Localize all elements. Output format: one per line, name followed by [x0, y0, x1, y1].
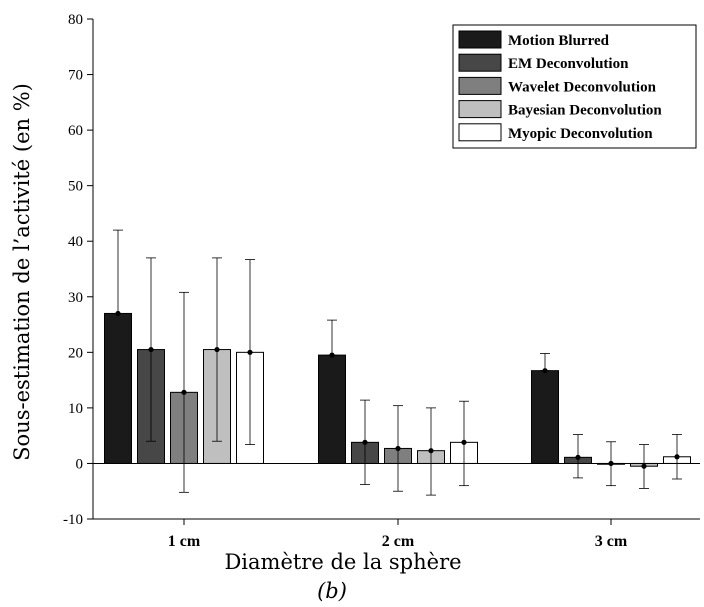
y-tick-label: 30 [68, 290, 83, 306]
y-axis-title: Sous-estimation de l’activité (en %) [10, 83, 34, 461]
mean-marker [214, 346, 220, 353]
legend-swatch [458, 76, 502, 95]
y-tick-label: 70 [68, 68, 83, 84]
legend-label: Myopic Deconvolution [508, 126, 653, 142]
mean-marker [674, 454, 680, 460]
y-tick-label: 60 [68, 123, 83, 139]
axes-layer: -10 0 10 20 30 40 50 60 70 80 1 cm 2 cm 3 cm [63, 12, 700, 550]
bar-motion-blurred-0 [104, 312, 132, 464]
mean-marker [575, 454, 581, 460]
y-tick-label: 40 [68, 234, 83, 250]
y-tick-label: 50 [68, 179, 83, 195]
mean-marker [461, 439, 467, 445]
x-tick-label: 1 cm [168, 533, 201, 550]
legend-label: Bayesian Deconvolution [508, 103, 662, 119]
error-bars-layer [113, 229, 682, 496]
y-tick-label: 80 [68, 12, 83, 28]
mean-marker [641, 463, 647, 469]
bars-layer [104, 312, 691, 467]
bar-motion-blurred-2 [531, 370, 559, 464]
mean-marker [115, 310, 121, 317]
mean-marker [181, 389, 187, 395]
mean-marker [428, 448, 434, 454]
mean-marker [395, 445, 401, 452]
y-tick-label: -10 [63, 512, 83, 528]
legend-label: EM Deconvolution [508, 56, 629, 72]
legend: Motion Blurred EM Deconvolution Wavelet De… [452, 24, 697, 149]
mean-marker [542, 368, 548, 374]
figure-caption: (b) [317, 579, 347, 603]
legend-label: Motion Blurred [508, 33, 610, 49]
mean-marker [362, 439, 368, 445]
bar-motion-blurred-1 [318, 354, 346, 464]
legend-label: Wavelet Deconvolution [508, 79, 657, 95]
y-tick-label: 10 [68, 401, 83, 417]
mean-marker [148, 346, 154, 353]
x-tick-label: 3 cm [595, 533, 628, 550]
mean-marker [247, 349, 253, 355]
x-tick-label: 2 cm [382, 533, 415, 550]
y-tick-label: 0 [76, 456, 84, 472]
mean-marker [329, 352, 335, 358]
legend-swatch [458, 100, 502, 119]
x-axis-title: Diamètre de la sphère [224, 550, 461, 574]
legend-swatch [458, 53, 502, 72]
legend-swatch [458, 123, 502, 142]
legend-swatch [458, 30, 502, 49]
y-tick-label: 20 [68, 345, 83, 361]
